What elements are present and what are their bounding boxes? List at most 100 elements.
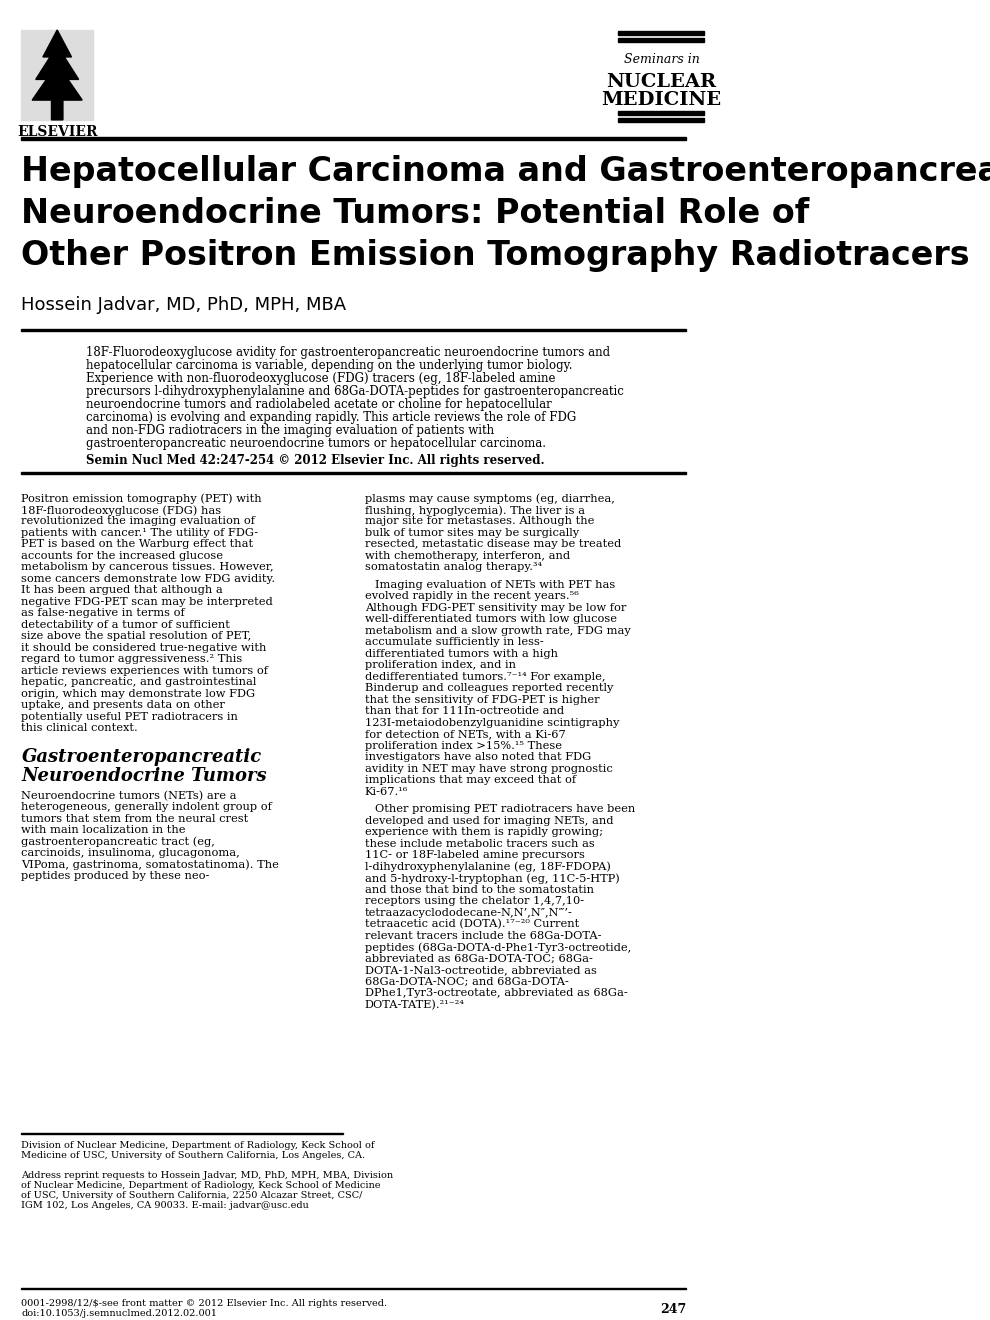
Text: size above the spatial resolution of PET,: size above the spatial resolution of PET… [22,631,251,642]
Text: Neuroendocrine Tumors: Neuroendocrine Tumors [22,767,267,785]
Text: tetraacetic acid (DOTA).¹⁷⁻²⁰ Current: tetraacetic acid (DOTA).¹⁷⁻²⁰ Current [364,919,579,929]
Text: DPhe1,Tyr3-octreotate, abbreviated as 68Ga-: DPhe1,Tyr3-octreotate, abbreviated as 68… [364,989,628,998]
Text: Semin Nucl Med 42:247-254 © 2012 Elsevier Inc. All rights reserved.: Semin Nucl Med 42:247-254 © 2012 Elsevie… [86,454,544,466]
Text: heterogeneous, generally indolent group of: heterogeneous, generally indolent group … [22,803,272,812]
Text: metabolism and a slow growth rate, FDG may: metabolism and a slow growth rate, FDG m… [364,626,631,636]
Bar [619,38,704,42]
Text: doi:10.1053/j.semnuclmed.2012.02.001: doi:10.1053/j.semnuclmed.2012.02.001 [22,1308,218,1317]
Text: Seminars in: Seminars in [624,53,699,66]
Text: Other Positron Emission Tomography Radiotracers: Other Positron Emission Tomography Radio… [22,239,970,272]
Text: Neuroendocrine Tumors: Potential Role of: Neuroendocrine Tumors: Potential Role of [22,197,810,230]
Text: Medicine of USC, University of Southern California, Los Angeles, CA.: Medicine of USC, University of Southern … [22,1151,365,1160]
Text: and those that bind to the somatostatin: and those that bind to the somatostatin [364,884,594,895]
Text: Experience with non-fluorodeoxyglucose (FDG) tracers (eg, 18F-labeled amine: Experience with non-fluorodeoxyglucose (… [86,372,555,384]
Text: revolutionized the imaging evaluation of: revolutionized the imaging evaluation of [22,516,255,527]
Text: tumors that stem from the neural crest: tumors that stem from the neural crest [22,813,248,824]
Bar [22,30,93,120]
Text: some cancers demonstrate low FDG avidity.: some cancers demonstrate low FDG avidity… [22,574,275,583]
Bar [22,137,686,140]
Text: MEDICINE: MEDICINE [601,91,722,110]
Bar [619,30,704,34]
Text: uptake, and presents data on other: uptake, and presents data on other [22,701,226,710]
Bar [619,117,704,121]
Text: it should be considered true-negative with: it should be considered true-negative wi… [22,643,267,653]
Text: 18F-Fluorodeoxyglucose avidity for gastroenteropancreatic neuroendocrine tumors : 18F-Fluorodeoxyglucose avidity for gastr… [86,346,610,359]
Text: article reviews experiences with tumors of: article reviews experiences with tumors … [22,665,268,676]
Text: as false-negative in terms of: as false-negative in terms of [22,609,185,618]
Text: bulk of tumor sites may be surgically: bulk of tumor sites may be surgically [364,528,579,539]
Text: metabolism by cancerous tissues. However,: metabolism by cancerous tissues. However… [22,562,274,573]
Text: abbreviated as 68Ga-DOTA-TOC; 68Ga-: abbreviated as 68Ga-DOTA-TOC; 68Ga- [364,953,593,964]
Text: resected, metastatic disease may be treated: resected, metastatic disease may be trea… [364,540,621,549]
Text: Binderup and colleagues reported recently: Binderup and colleagues reported recentl… [364,684,613,693]
Text: 123I-metaiodobenzylguanidine scintigraphy: 123I-metaiodobenzylguanidine scintigraph… [364,718,619,727]
Text: NUCLEAR: NUCLEAR [606,73,717,91]
Text: negative FDG-PET scan may be interpreted: negative FDG-PET scan may be interpreted [22,597,273,607]
Text: patients with cancer.¹ The utility of FDG-: patients with cancer.¹ The utility of FD… [22,528,258,539]
Bar [619,111,704,115]
Bar [22,329,686,331]
Text: Although FDG-PET sensitivity may be low for: Although FDG-PET sensitivity may be low … [364,603,626,612]
Text: PET is based on the Warburg effect that: PET is based on the Warburg effect that [22,540,253,549]
Text: evolved rapidly in the recent years.⁵⁶: evolved rapidly in the recent years.⁵⁶ [364,591,578,602]
Text: DOTA-1-Nal3-octreotide, abbreviated as: DOTA-1-Nal3-octreotide, abbreviated as [364,965,597,975]
Text: that the sensitivity of FDG-PET is higher: that the sensitivity of FDG-PET is highe… [364,694,599,705]
Text: 68Ga-DOTA-NOC; and 68Ga-DOTA-: 68Ga-DOTA-NOC; and 68Ga-DOTA- [364,977,568,986]
Text: dedifferentiated tumors.⁷⁻¹⁴ For example,: dedifferentiated tumors.⁷⁻¹⁴ For example… [364,672,605,682]
Text: than that for 111In-octreotide and: than that for 111In-octreotide and [364,706,563,717]
Text: implications that may exceed that of: implications that may exceed that of [364,775,576,785]
Text: IGM 102, Los Angeles, CA 90033. E-mail: jadvar@usc.edu: IGM 102, Los Angeles, CA 90033. E-mail: … [22,1201,309,1210]
Text: flushing, hypoglycemia). The liver is a: flushing, hypoglycemia). The liver is a [364,506,585,516]
Text: these include metabolic tracers such as: these include metabolic tracers such as [364,838,594,849]
Text: and 5-hydroxy-l-tryptophan (eg, 11C-5-HTP): and 5-hydroxy-l-tryptophan (eg, 11C-5-HT… [364,873,620,883]
Text: investigators have also noted that FDG: investigators have also noted that FDG [364,752,591,762]
Text: avidity in NET may have strong prognostic: avidity in NET may have strong prognosti… [364,764,613,774]
Text: for detection of NETs, with a Ki-67: for detection of NETs, with a Ki-67 [364,729,565,739]
Text: well-differentiated tumors with low glucose: well-differentiated tumors with low gluc… [364,614,617,624]
Text: regard to tumor aggressiveness.² This: regard to tumor aggressiveness.² This [22,655,243,664]
Text: Hepatocellular Carcinoma and Gastroenteropancreatic: Hepatocellular Carcinoma and Gastroenter… [22,154,990,187]
Text: developed and used for imaging NETs, and: developed and used for imaging NETs, and [364,816,613,826]
Text: Imaging evaluation of NETs with PET has: Imaging evaluation of NETs with PET has [375,579,616,590]
Text: accumulate sufficiently in less-: accumulate sufficiently in less- [364,638,544,647]
Text: carcinoids, insulinoma, glucagonoma,: carcinoids, insulinoma, glucagonoma, [22,849,241,858]
Text: relevant tracers include the 68Ga-DOTA-: relevant tracers include the 68Ga-DOTA- [364,931,601,941]
Text: l-dihydroxyphenylalanine (eg, 18F-FDOPA): l-dihydroxyphenylalanine (eg, 18F-FDOPA) [364,862,611,873]
Text: origin, which may demonstrate low FDG: origin, which may demonstrate low FDG [22,689,255,698]
Text: plasms may cause symptoms (eg, diarrhea,: plasms may cause symptoms (eg, diarrhea, [364,494,615,504]
Text: and non-FDG radiotracers in the imaging evaluation of patients with: and non-FDG radiotracers in the imaging … [86,424,494,437]
Text: DOTA-TATE).²¹⁻²⁴: DOTA-TATE).²¹⁻²⁴ [364,999,464,1010]
Polygon shape [33,30,82,120]
Text: It has been argued that although a: It has been argued that although a [22,586,223,595]
Text: gastroenteropancreatic tract (eg,: gastroenteropancreatic tract (eg, [22,837,216,847]
Text: 18F-fluorodeoxyglucose (FDG) has: 18F-fluorodeoxyglucose (FDG) has [22,506,222,516]
Text: Address reprint requests to Hossein Jadvar, MD, PhD, MPH, MBA, Division: Address reprint requests to Hossein Jadv… [22,1171,394,1180]
Text: Other promising PET radiotracers have been: Other promising PET radiotracers have be… [375,804,636,814]
Bar [22,473,686,474]
Text: somatostatin analog therapy.³⁴: somatostatin analog therapy.³⁴ [364,562,542,573]
Text: Ki-67.¹⁶: Ki-67.¹⁶ [364,787,408,797]
Text: accounts for the increased glucose: accounts for the increased glucose [22,550,224,561]
Text: peptides (68Ga-DOTA-d-Phe1-Tyr3-octreotide,: peptides (68Ga-DOTA-d-Phe1-Tyr3-octreoti… [364,942,631,953]
Text: major site for metastases. Although the: major site for metastases. Although the [364,516,594,527]
Text: ELSEVIER: ELSEVIER [17,125,97,139]
Text: this clinical context.: this clinical context. [22,723,139,734]
Text: detectability of a tumor of sufficient: detectability of a tumor of sufficient [22,620,231,630]
Text: potentially useful PET radiotracers in: potentially useful PET radiotracers in [22,711,239,722]
Text: receptors using the chelator 1,4,7,10-: receptors using the chelator 1,4,7,10- [364,896,584,906]
Text: 0001-2998/12/$-see front matter © 2012 Elsevier Inc. All rights reserved.: 0001-2998/12/$-see front matter © 2012 E… [22,1299,387,1308]
Text: with main localization in the: with main localization in the [22,825,186,836]
Text: peptides produced by these neo-: peptides produced by these neo- [22,871,210,882]
Text: neuroendocrine tumors and radiolabeled acetate or choline for hepatocellular: neuroendocrine tumors and radiolabeled a… [86,397,551,411]
Text: hepatocellular carcinoma is variable, depending on the underlying tumor biology.: hepatocellular carcinoma is variable, de… [86,359,572,372]
Text: proliferation index >15%.¹⁵ These: proliferation index >15%.¹⁵ These [364,741,561,751]
Text: 247: 247 [660,1303,686,1316]
Text: proliferation index, and in: proliferation index, and in [364,660,516,671]
Text: tetraazacyclododecane-N,N’,N″,N‴’-: tetraazacyclododecane-N,N’,N″,N‴’- [364,908,572,917]
Text: Neuroendocrine tumors (NETs) are a: Neuroendocrine tumors (NETs) are a [22,791,237,801]
Text: of USC, University of Southern California, 2250 Alcazar Street, CSC/: of USC, University of Southern Californi… [22,1191,362,1200]
Text: Positron emission tomography (PET) with: Positron emission tomography (PET) with [22,494,262,504]
Text: VIPoma, gastrinoma, somatostatinoma). The: VIPoma, gastrinoma, somatostatinoma). Th… [22,859,279,870]
Text: differentiated tumors with a high: differentiated tumors with a high [364,649,557,659]
Text: hepatic, pancreatic, and gastrointestinal: hepatic, pancreatic, and gastrointestina… [22,677,256,688]
